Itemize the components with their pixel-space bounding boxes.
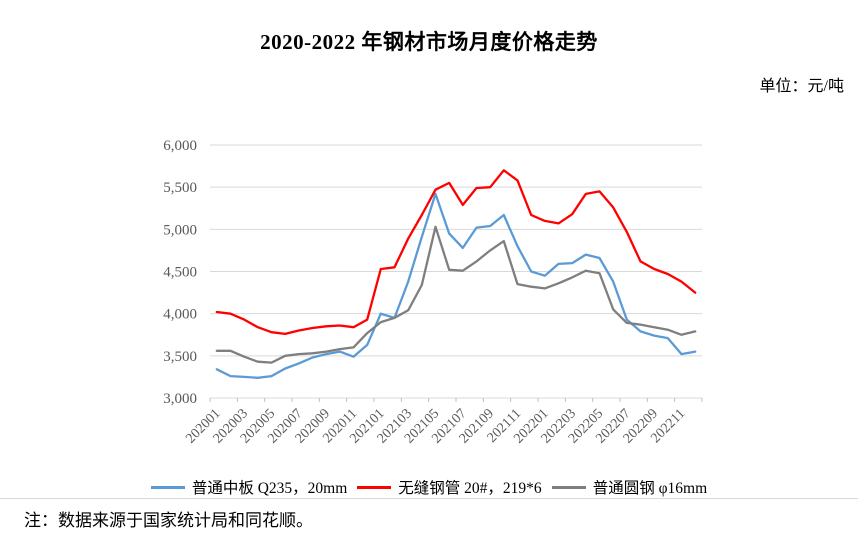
footnote: 注：数据来源于国家统计局和同花顺。 — [24, 511, 313, 530]
y-axis-tick-label: 4,500 — [163, 265, 197, 281]
series-line-zhongban-q235 — [215, 192, 697, 379]
legend-line-swatch-red — [357, 485, 392, 489]
y-axis-tick-label: 4,000 — [163, 307, 197, 323]
series-line-wufeng-gangguan — [215, 169, 697, 336]
y-axis-tick-label: 6,000 — [163, 138, 197, 154]
line-chart-canvas: 3,0003,5004,0004,5005,0005,5006,00020200… — [163, 138, 703, 447]
y-axis-tick-label: 5,000 — [163, 222, 197, 238]
chart-title: 2020-2022 年钢材市场月度价格走势 — [260, 30, 598, 54]
legend-line-swatch-gray — [551, 485, 586, 489]
legend-label: 无缝钢管 20#，219*6 — [398, 480, 542, 497]
y-axis-tick-label: 3,000 — [163, 391, 197, 407]
chart-legend: 普通中板 Q235，20mm 无缝钢管 20#，219*6 普通圆钢 φ16mm — [60, 476, 798, 498]
y-axis-tick-label: 3,500 — [163, 349, 197, 365]
line-chart: 3,000 3,500 4,000 4,500 5,000 5,500 6,000 20200… — [0, 108, 858, 474]
series-line-yuangang-16mm — [215, 225, 697, 364]
unit-label: 单位：元/吨 — [759, 78, 844, 95]
y-axis-tick-label: 5,500 — [163, 180, 197, 196]
legend-item-zhongban: 普通中板 Q235，20mm — [150, 476, 348, 498]
legend-item-yuangang: 普通圆钢 φ16mm — [551, 476, 708, 498]
legend-label: 普通中板 Q235，20mm — [191, 480, 348, 497]
legend-line-swatch-blue — [150, 485, 185, 489]
legend-label: 普通圆钢 φ16mm — [592, 480, 708, 497]
legend-item-wufeng-gangguan: 无缝钢管 20#，219*6 — [357, 476, 542, 498]
horizontal-divider — [0, 498, 858, 499]
